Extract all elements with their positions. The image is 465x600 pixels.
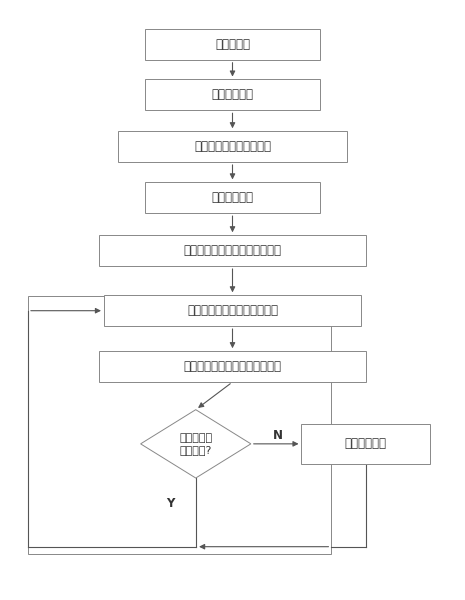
- FancyBboxPatch shape: [301, 424, 430, 464]
- Text: 待测织物实时图像拍摄与传输: 待测织物实时图像拍摄与传输: [187, 304, 278, 317]
- Text: 基于最优阈值和分形的图像检测: 基于最优阈值和分形的图像检测: [184, 244, 281, 257]
- Text: 基于最优阈值和分形的图像检测: 基于最优阈值和分形的图像检测: [184, 360, 281, 373]
- FancyBboxPatch shape: [104, 295, 361, 326]
- FancyBboxPatch shape: [145, 182, 320, 213]
- Text: Y: Y: [166, 497, 175, 510]
- Text: 检测精度设置: 检测精度设置: [212, 191, 253, 204]
- FancyBboxPatch shape: [145, 79, 320, 110]
- Text: 标准织物图像拍摄与传输: 标准织物图像拍摄与传输: [194, 140, 271, 153]
- FancyBboxPatch shape: [99, 235, 366, 266]
- FancyBboxPatch shape: [118, 131, 347, 162]
- Text: 相机参数设置: 相机参数设置: [212, 88, 253, 101]
- Text: 打印疵点标签: 打印疵点标签: [345, 437, 387, 451]
- Polygon shape: [140, 410, 251, 478]
- FancyBboxPatch shape: [99, 351, 366, 382]
- Text: 特征参数满
足要求吗?: 特征参数满 足要求吗?: [179, 433, 213, 455]
- Text: N: N: [272, 429, 282, 442]
- Text: 系统初始化: 系统初始化: [215, 38, 250, 51]
- FancyBboxPatch shape: [145, 29, 320, 60]
